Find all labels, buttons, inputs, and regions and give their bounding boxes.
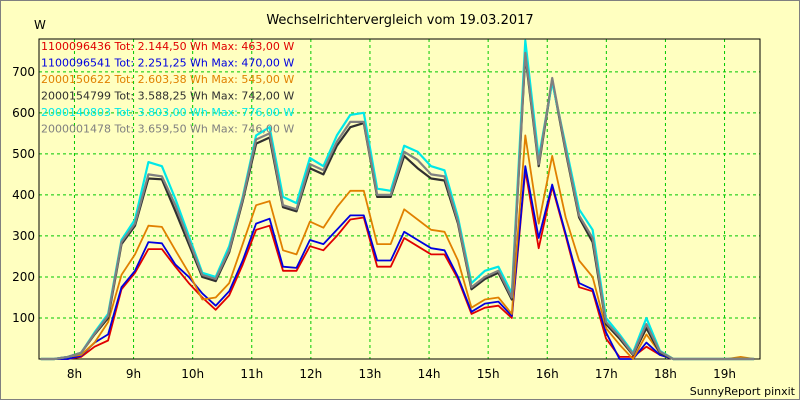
legend: 1100096436 Tot: 2.144,50 Wh Max: 463,00 … [41, 40, 294, 136]
x-tick-label-0: 8h [67, 367, 82, 381]
x-tick-label-11: 19h [713, 367, 736, 381]
y-tick-label-0: 100 [12, 311, 35, 325]
legend-entry-2000150622: 2000150622 Tot: 2.603,38 Wh Max: 545,00 … [41, 73, 294, 86]
grid [39, 39, 760, 359]
legend-entry-2000001478: 2000001478 Tot: 3.659,50 Wh Max: 746,00 … [41, 123, 294, 136]
legend-entry-1100096436: 1100096436 Tot: 2.144,50 Wh Max: 463,00 … [41, 40, 294, 53]
series-line-2000140803 [40, 39, 755, 361]
legend-entry-2000154799: 2000154799 Tot: 3.588,25 Wh Max: 742,00 … [41, 90, 294, 103]
x-tick-label-7: 15h [477, 367, 500, 381]
y-tick-label-1: 200 [12, 270, 35, 284]
x-tick-label-9: 17h [595, 367, 618, 381]
legend-entry-2000140803: 2000140803 Tot: 3.803,00 Wh Max: 776,00 … [41, 106, 294, 119]
y-tick-label-5: 600 [12, 106, 35, 120]
x-tick-label-6: 14h [418, 367, 441, 381]
x-tick-label-10: 18h [654, 367, 677, 381]
y-tick-label-2: 300 [12, 229, 35, 243]
plot-area-border [38, 38, 761, 360]
chart-title: Wechselrichtervergleich vom 19.03.2017 [266, 13, 533, 28]
y-axis-unit-label: W [34, 18, 46, 32]
series-line-2000150622 [40, 134, 755, 360]
legend-entry-1100096541: 1100096541 Tot: 2.251,25 Wh Max: 470,00 … [41, 57, 294, 70]
y-axis-ticks: 100 200 300 400 500 600 700 [12, 65, 35, 325]
x-tick-label-3: 11h [240, 367, 263, 381]
x-tick-label-5: 13h [359, 367, 382, 381]
series-lines [40, 39, 755, 361]
y-tick-label-6: 700 [12, 65, 35, 79]
x-tick-label-4: 12h [299, 367, 322, 381]
y-tick-label-4: 500 [12, 147, 35, 161]
x-tick-label-1: 9h [126, 367, 141, 381]
x-tick-label-8: 16h [536, 367, 559, 381]
footer-credit: SunnyReport pinxit [690, 385, 796, 398]
y-tick-label-3: 400 [12, 188, 35, 202]
x-axis-ticks: 8h 9h 10h 11h 12h 13h 14h 15h 16h 17h 18h 19h [67, 367, 736, 381]
x-tick-label-2: 10h [181, 367, 204, 381]
series-line-2000001478 [40, 51, 755, 361]
